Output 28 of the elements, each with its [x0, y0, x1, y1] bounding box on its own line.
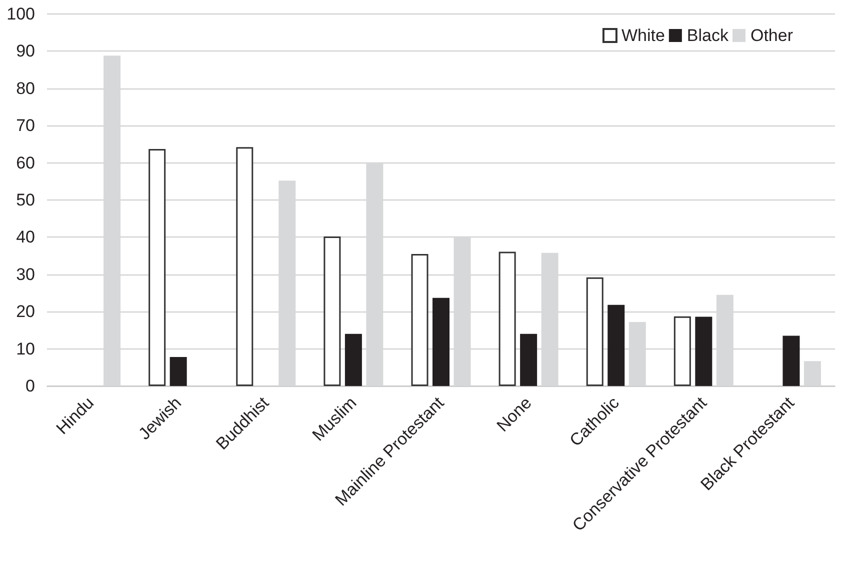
- y-tick-label: 40: [16, 228, 35, 247]
- y-tick-label: 50: [16, 190, 35, 210]
- y-tick-label: 70: [16, 116, 35, 136]
- bar: [520, 334, 538, 386]
- bar: [498, 252, 516, 386]
- y-tick-label: 20: [16, 302, 35, 322]
- y-tick-label: 10: [16, 339, 35, 358]
- bar: [344, 334, 362, 386]
- bar: [324, 236, 341, 386]
- legend-label: White: [621, 26, 665, 45]
- y-tick-label: 30: [16, 264, 35, 284]
- bar: [782, 336, 800, 386]
- bar: [674, 316, 691, 386]
- bar: [432, 298, 450, 386]
- y-tick-label: 100: [6, 4, 35, 24]
- bar: [586, 277, 604, 386]
- bar: [608, 304, 625, 386]
- y-tick-label: 60: [16, 153, 35, 172]
- bar: [411, 254, 428, 386]
- legend-label: Other: [750, 26, 794, 45]
- bar: [148, 149, 166, 386]
- legend-label: Black: [686, 26, 729, 45]
- bar: [170, 356, 187, 386]
- y-tick-label: 0: [26, 376, 35, 396]
- bar: [236, 147, 254, 386]
- y-tick-label: 80: [16, 78, 35, 98]
- y-tick-label: 90: [16, 42, 35, 61]
- bar: [695, 316, 712, 386]
